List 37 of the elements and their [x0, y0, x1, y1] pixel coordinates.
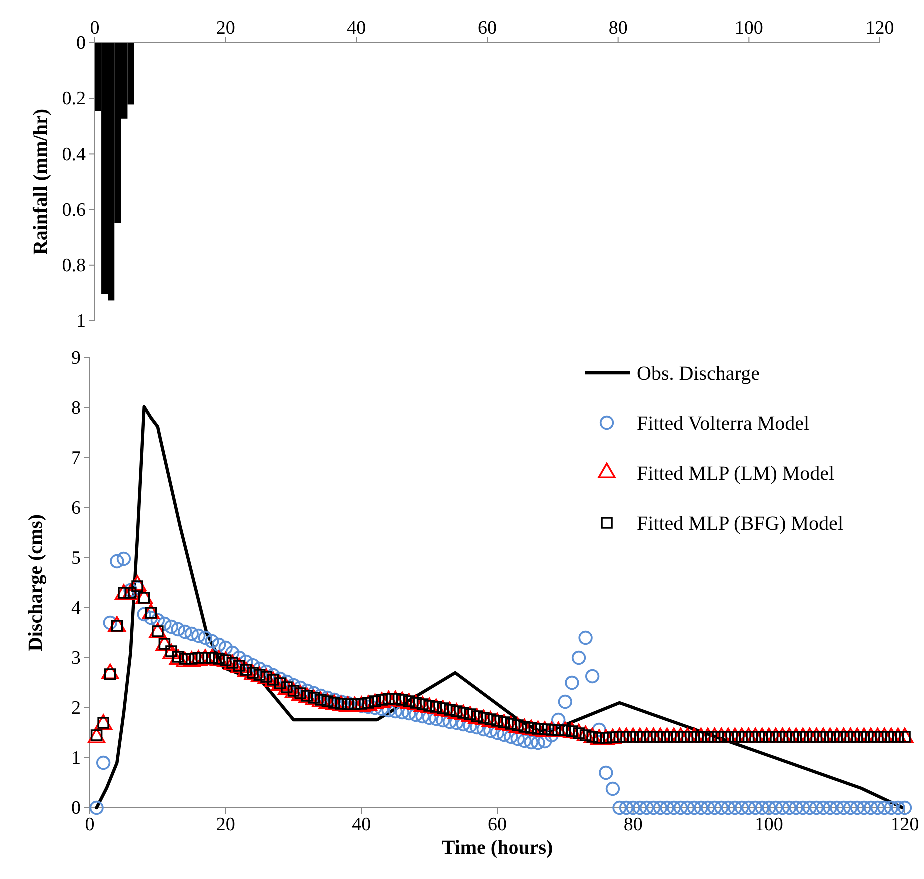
x-tick-label: 40: [347, 18, 366, 39]
y-tick-label: 3: [72, 648, 81, 670]
x-axis-title: Time (hours): [442, 837, 554, 859]
x-tick-label: 0: [90, 18, 100, 39]
y-axis-title: Rainfall (mm/hr): [30, 108, 52, 256]
y-tick-label: 6: [72, 498, 81, 520]
legend-label: Fitted MLP (BFG) Model: [637, 513, 844, 535]
y-tick-label: 4: [72, 598, 82, 620]
y-tick-label: 0.4: [62, 144, 86, 166]
x-tick-label: 40: [352, 814, 372, 836]
x-tick-label: 100: [754, 814, 784, 836]
legend-label: Fitted Volterra Model: [637, 413, 810, 435]
y-tick-label: 0.2: [62, 88, 86, 110]
y-tick-label: 0: [72, 798, 81, 820]
x-tick-label: 60: [488, 814, 507, 836]
y-tick-label: 1: [72, 748, 81, 770]
y-tick-label: 5: [72, 548, 81, 570]
x-tick-label: 120: [890, 814, 920, 836]
y-tick-label: 0.8: [62, 255, 86, 276]
y-tick-label: 2: [72, 698, 81, 720]
y-axis-title: Discharge (cms): [25, 514, 47, 652]
y-tick-label: 1: [76, 311, 86, 332]
x-tick-label: 20: [216, 18, 236, 39]
y-tick-label: 7: [72, 448, 81, 470]
legend-label: Fitted MLP (LM) Model: [637, 463, 836, 485]
y-tick-label: 9: [72, 348, 81, 370]
y-tick-label: 0.6: [62, 200, 86, 221]
x-tick-label: 120: [866, 18, 894, 39]
line-series: [95, 405, 905, 810]
x-tick-label: 20: [216, 814, 236, 836]
x-tick-label: 80: [608, 18, 628, 39]
legend-label: Obs. Discharge: [637, 363, 760, 385]
y-tick-label: 0: [76, 33, 86, 54]
y-tick-label: 8: [72, 398, 81, 420]
x-tick-label: 80: [624, 814, 643, 836]
x-tick-label: 60: [478, 18, 497, 39]
x-tick-label: 100: [734, 18, 764, 39]
